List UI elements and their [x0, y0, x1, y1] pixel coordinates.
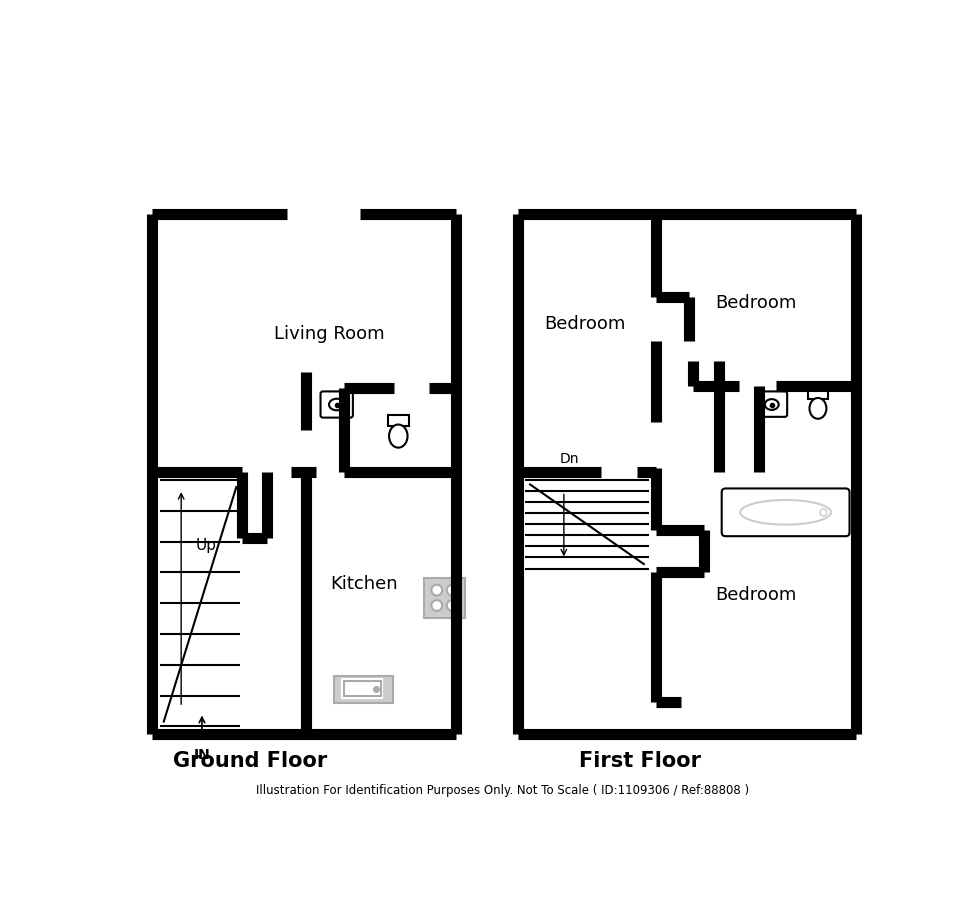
Text: Ground Floor: Ground Floor: [172, 751, 327, 771]
Text: Illustration For Identification Purposes Only. Not To Scale ( ID:1109306 / Ref:8: Illustration For Identification Purposes…: [256, 784, 749, 796]
Text: Up: Up: [195, 538, 217, 553]
Text: Dn: Dn: [560, 452, 579, 466]
FancyBboxPatch shape: [721, 489, 850, 536]
Bar: [387, 415, 409, 426]
Ellipse shape: [740, 500, 831, 524]
Circle shape: [447, 585, 458, 596]
Bar: [342, 679, 382, 697]
Ellipse shape: [809, 398, 826, 419]
Ellipse shape: [389, 424, 408, 448]
Text: Bedroom: Bedroom: [715, 587, 797, 604]
Bar: [334, 676, 393, 703]
Bar: [424, 578, 465, 618]
Ellipse shape: [764, 399, 779, 410]
Bar: [344, 681, 380, 697]
FancyBboxPatch shape: [757, 392, 787, 417]
Ellipse shape: [329, 399, 344, 410]
Circle shape: [447, 600, 458, 611]
Circle shape: [431, 585, 442, 596]
Circle shape: [431, 600, 442, 611]
FancyBboxPatch shape: [320, 392, 353, 417]
Text: First Floor: First Floor: [579, 751, 702, 771]
Text: Bedroom: Bedroom: [715, 294, 797, 312]
Bar: [808, 389, 828, 399]
Text: Bedroom: Bedroom: [545, 315, 626, 333]
Text: Living Room: Living Room: [273, 325, 384, 343]
Text: Kitchen: Kitchen: [330, 575, 398, 593]
Text: IN: IN: [194, 748, 211, 762]
